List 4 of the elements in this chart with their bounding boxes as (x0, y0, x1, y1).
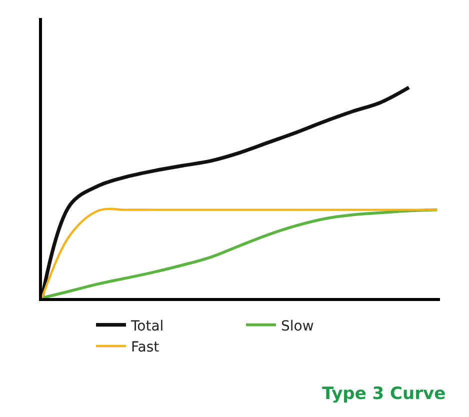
legend-label: Fast (131, 339, 160, 356)
legend-label: Slow (281, 318, 314, 334)
text: Type 3 Curve (322, 384, 446, 404)
legend-label: Total (130, 318, 164, 334)
